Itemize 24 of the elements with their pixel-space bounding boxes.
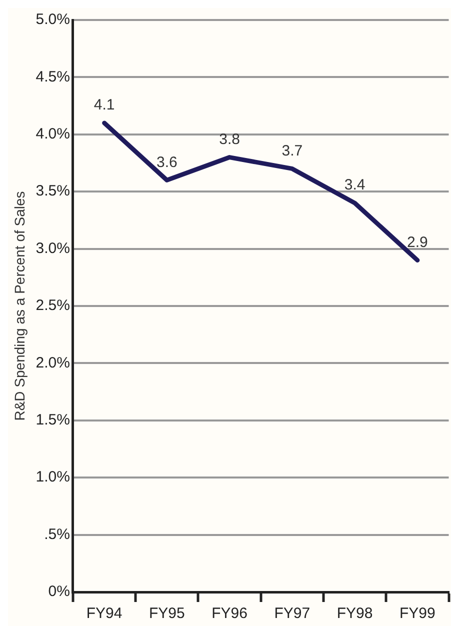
data-label: 3.4 xyxy=(344,176,366,194)
x-tick-label: FY94 xyxy=(86,605,122,622)
y-tick-label: .5% xyxy=(44,526,70,543)
data-label: 2.9 xyxy=(407,234,428,251)
data-label: 3.6 xyxy=(156,154,178,171)
y-tick-label: 2.5% xyxy=(36,297,70,314)
y-tick-label: 0% xyxy=(48,583,70,600)
x-tick-label: FY97 xyxy=(274,605,310,622)
y-tick-label: 1.5% xyxy=(36,412,70,429)
y-tick-label: 2.0% xyxy=(36,354,70,372)
y-tick-label: 4.0% xyxy=(36,126,70,143)
data-label: 3.8 xyxy=(219,130,240,148)
x-tick-label: FY99 xyxy=(400,605,436,622)
y-tick-label: 3.0% xyxy=(36,240,70,257)
x-tick-label: FY96 xyxy=(212,605,248,622)
y-tick-label: 1.0% xyxy=(36,468,70,486)
x-tick-label: FY98 xyxy=(336,605,373,622)
data-label: 4.1 xyxy=(94,96,115,114)
y-tick-label: 5.0% xyxy=(36,11,70,28)
y-tick-label: 3.5% xyxy=(36,182,70,200)
y-axis-title: R&D Spending as a Percent of Sales xyxy=(11,191,28,421)
data-label: 3.7 xyxy=(282,142,303,160)
y-tick-label: 4.5% xyxy=(36,68,70,86)
x-tick-label: FY95 xyxy=(149,605,185,622)
